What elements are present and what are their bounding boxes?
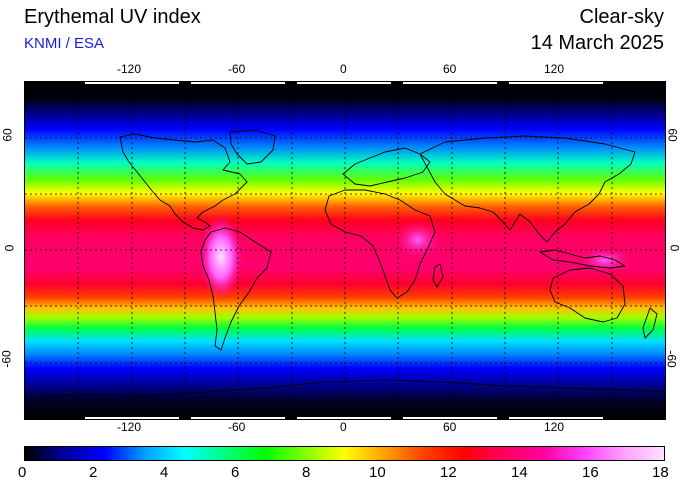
colorbar-label-8: 8	[302, 464, 311, 481]
greenland-coast	[229, 129, 276, 165]
grid-lines	[25, 82, 665, 419]
lat-tick-left-3: -60	[0, 350, 14, 368]
north-america-coast	[119, 133, 248, 231]
africa-high-uv	[394, 220, 442, 260]
colorbar-label-2: 2	[89, 464, 98, 481]
credit-label: KNMI / ESA	[24, 35, 105, 52]
lon-tick-bottom-3: 0	[340, 420, 347, 434]
south-america-coast	[200, 227, 272, 351]
lon-tick-bottom-4: 60	[443, 420, 457, 434]
lat-tick-right-3: -60	[664, 350, 679, 368]
date-label: 14 March 2025	[530, 32, 664, 54]
colorbar-label-6: 6	[231, 464, 240, 481]
antarctica-coast	[25, 379, 665, 399]
lat-tick-left-2: 0	[2, 244, 17, 252]
australia-coast	[549, 267, 626, 323]
colorbar-label-16: 16	[582, 464, 599, 481]
lon-tick-top-3: 0	[340, 62, 347, 76]
colorbar-label-0: 0	[18, 464, 27, 481]
africa-coast	[324, 189, 436, 299]
lon-tick-bottom-2: -60	[228, 420, 246, 434]
coastlines	[25, 129, 665, 399]
lon-tick-top-1: -120	[117, 62, 142, 76]
uv-colorbar	[24, 446, 665, 461]
map-title: Erythemal UV index	[24, 6, 201, 28]
lon-tick-bottom-1: -120	[117, 420, 142, 434]
lat-tick-left-1: 60	[0, 128, 15, 142]
colorbar-label-10: 10	[369, 464, 386, 481]
andes-high-uv	[199, 215, 243, 299]
lon-tick-top-2: -60	[228, 62, 246, 76]
colorbar-label-12: 12	[440, 464, 457, 481]
colorbar-label-4: 4	[160, 464, 169, 481]
sky-condition-label: Clear-sky	[579, 6, 664, 28]
lon-tick-top-4: 60	[443, 62, 457, 76]
lat-tick-right-1: 60	[665, 128, 680, 142]
frame-tick-bars	[85, 82, 603, 419]
asia-coast	[419, 135, 636, 243]
uv-index-map	[24, 81, 666, 420]
lon-tick-bottom-5: 120	[544, 420, 565, 434]
indonesia-coast	[539, 249, 626, 269]
colorbar-label-14: 14	[511, 464, 528, 481]
europe-coast	[342, 147, 431, 187]
lon-tick-top-5: 120	[544, 62, 565, 76]
lat-tick-right-2: 0	[667, 244, 682, 252]
colorbar-label-18: 18	[652, 464, 669, 481]
madagascar-coast	[432, 263, 444, 288]
new-zealand-coast	[642, 307, 658, 339]
